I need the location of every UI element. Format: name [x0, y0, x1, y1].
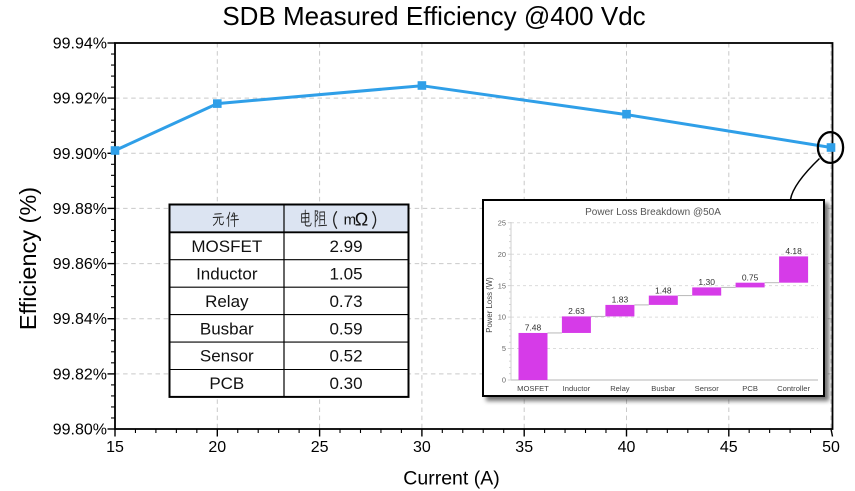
svg-text:0.52: 0.52 [329, 347, 362, 366]
svg-text:30: 30 [413, 439, 431, 456]
svg-text:Power Loss (W): Power Loss (W) [485, 277, 494, 333]
svg-text:Sensor: Sensor [200, 347, 254, 366]
svg-text:2.63: 2.63 [568, 306, 585, 316]
svg-text:Inductor: Inductor [196, 264, 258, 283]
svg-text:99.80%: 99.80% [53, 422, 107, 439]
svg-text:40: 40 [618, 439, 636, 456]
svg-text:35: 35 [515, 439, 533, 456]
svg-text:Sensor: Sensor [695, 384, 720, 393]
svg-text:15: 15 [498, 281, 506, 290]
svg-text:Current (A): Current (A) [403, 468, 499, 490]
svg-text:20: 20 [498, 250, 506, 259]
svg-text:0.73: 0.73 [329, 292, 362, 311]
svg-text:m: m [344, 211, 357, 228]
svg-text:7.48: 7.48 [525, 323, 542, 333]
svg-text:Busbar: Busbar [200, 319, 254, 338]
svg-text:MOSFET: MOSFET [517, 384, 549, 393]
svg-text:MOSFET: MOSFET [191, 237, 262, 256]
svg-text:99.94%: 99.94% [53, 36, 107, 53]
svg-text:99.90%: 99.90% [53, 146, 107, 163]
svg-text:Controller: Controller [777, 384, 810, 393]
svg-text:2.99: 2.99 [329, 237, 362, 256]
svg-text:45: 45 [720, 439, 738, 456]
svg-text:99.92%: 99.92% [53, 91, 107, 108]
svg-text:0.75: 0.75 [742, 272, 759, 282]
svg-text:20: 20 [208, 439, 226, 456]
svg-text:1.83: 1.83 [612, 295, 629, 305]
svg-text:1.30: 1.30 [698, 277, 715, 287]
svg-text:1.05: 1.05 [329, 264, 362, 283]
svg-text:0.59: 0.59 [329, 319, 362, 338]
svg-text:99.88%: 99.88% [53, 201, 107, 218]
svg-text:99.84%: 99.84% [53, 311, 107, 328]
svg-text:Ω: Ω [355, 209, 368, 229]
svg-text:PCB: PCB [742, 384, 758, 393]
svg-text:10: 10 [498, 313, 506, 322]
svg-text:Busbar: Busbar [651, 384, 676, 393]
svg-text:0: 0 [502, 376, 506, 385]
svg-text:SDB Measured Efficiency @400 V: SDB Measured Efficiency @400 Vdc [222, 1, 645, 31]
svg-text:25: 25 [498, 218, 506, 227]
svg-text:Efficiency (%): Efficiency (%) [15, 187, 41, 330]
svg-text:25: 25 [311, 439, 329, 456]
svg-text:0.30: 0.30 [329, 374, 362, 393]
svg-text:99.82%: 99.82% [53, 366, 107, 383]
svg-text:4.18: 4.18 [785, 246, 802, 256]
svg-text:Relay: Relay [205, 292, 249, 311]
svg-text:99.86%: 99.86% [53, 256, 107, 273]
svg-text:Power Loss Breakdown @50A: Power Loss Breakdown @50A [585, 207, 721, 218]
svg-text:Relay: Relay [610, 384, 630, 393]
svg-text:Inductor: Inductor [563, 384, 591, 393]
svg-text:5: 5 [502, 344, 506, 353]
svg-text:50: 50 [822, 439, 840, 456]
svg-text:1.48: 1.48 [655, 285, 672, 295]
svg-text:15: 15 [106, 439, 124, 456]
svg-text:PCB: PCB [209, 374, 244, 393]
